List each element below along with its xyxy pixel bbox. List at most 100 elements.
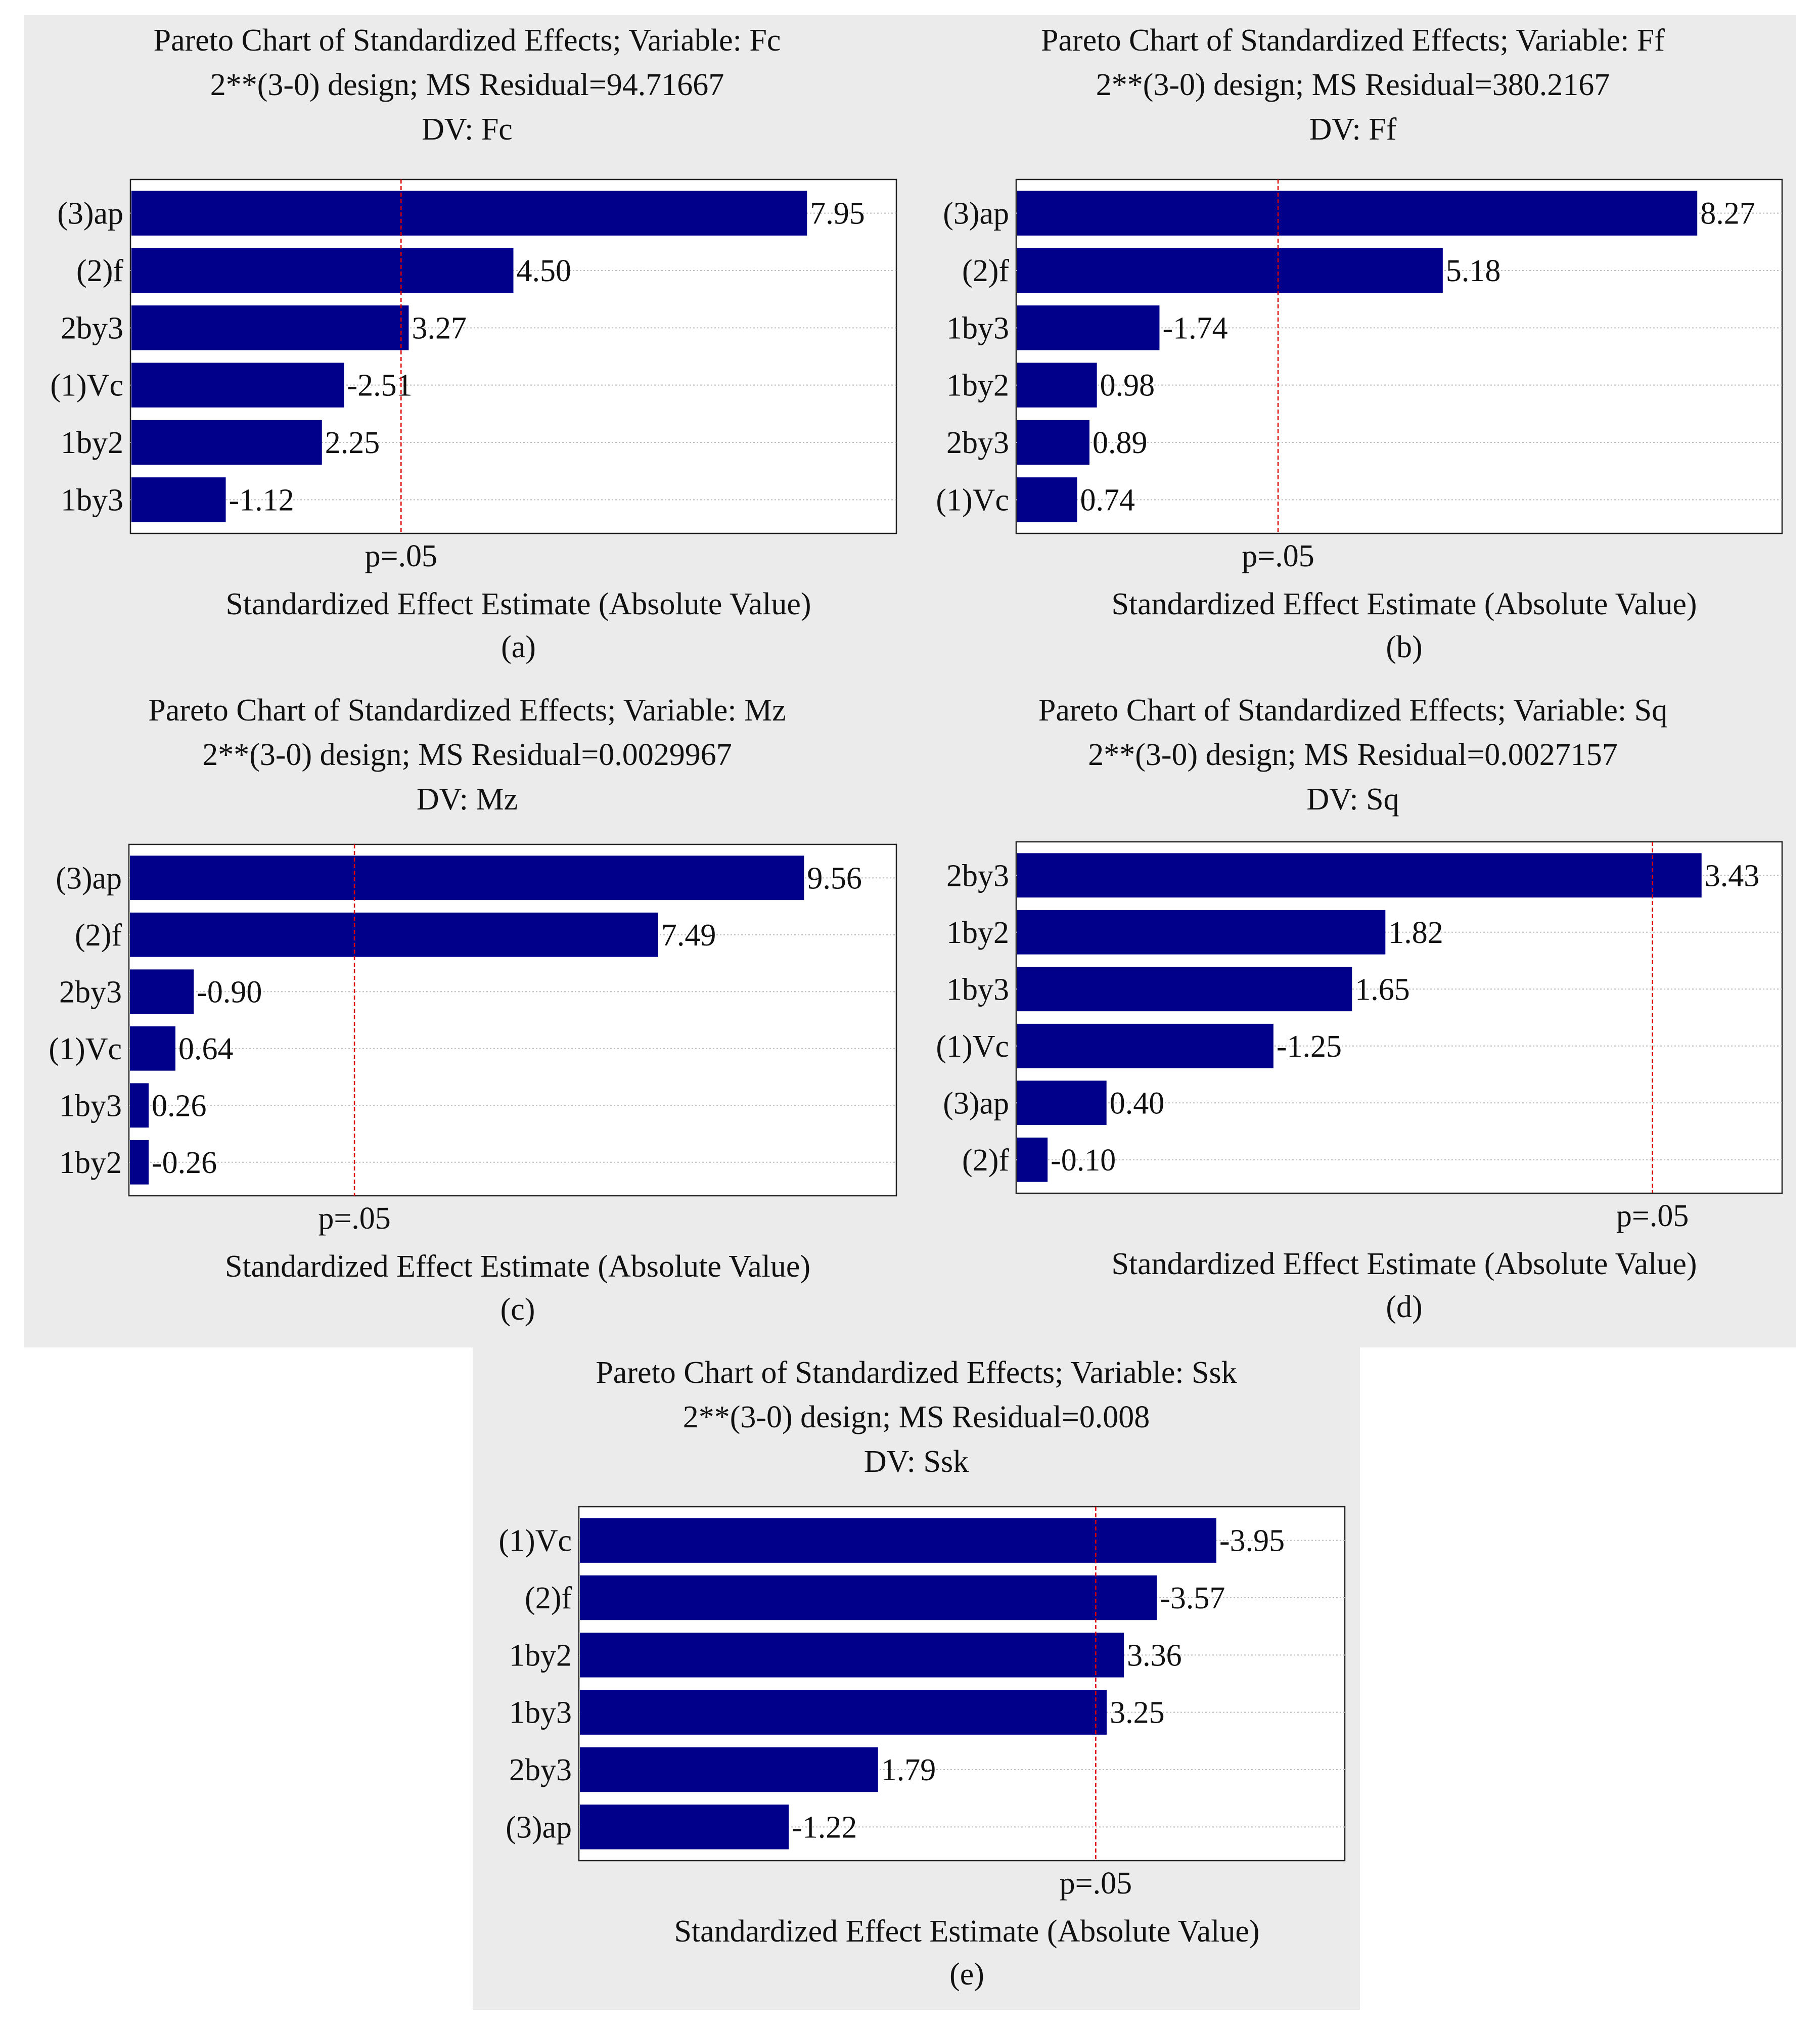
category-label: (1)Vc (49, 1032, 122, 1066)
bar (131, 191, 807, 236)
panel-caption: (e) (949, 1957, 984, 1992)
value-label: -0.90 (197, 975, 262, 1009)
panel-caption: (a) (501, 630, 536, 664)
value-label: 0.40 (1110, 1086, 1165, 1120)
value-label: 7.95 (810, 197, 865, 231)
x-axis-label: Standardized Effect Estimate (Absolute V… (674, 1914, 1259, 1949)
category-label: 1by2 (946, 916, 1009, 950)
panel-caption: (b) (1386, 630, 1422, 664)
bar (130, 1026, 175, 1071)
category-label: (3)ap (943, 197, 1009, 231)
value-label: -1.74 (1162, 311, 1227, 345)
chart-subtitle: 2**(3-0) design; MS Residual=0.008 (683, 1400, 1150, 1434)
category-label: (1)Vc (936, 483, 1009, 517)
value-label: -1.12 (229, 483, 294, 517)
bar (580, 1518, 1216, 1563)
bar (580, 1805, 789, 1850)
bar (130, 912, 658, 957)
chart-panel-c: Pareto Chart of Standardized Effects; Va… (24, 675, 910, 1347)
bar (1017, 910, 1386, 955)
bar (580, 1575, 1157, 1620)
bar (580, 1690, 1107, 1735)
value-label: 0.89 (1093, 426, 1148, 460)
chart-title: Pareto Chart of Standardized Effects; Va… (154, 23, 781, 58)
x-axis-label: Standardized Effect Estimate (Absolute V… (1111, 1247, 1697, 1281)
chart-svg: Pareto Chart of Standardized Effects; Va… (936, 23, 1783, 664)
chart-panel-b: Pareto Chart of Standardized Effects; Va… (910, 15, 1796, 675)
bar (130, 855, 804, 900)
category-label: 1by3 (946, 311, 1009, 345)
chart-svg: Pareto Chart of Standardized Effects; Va… (498, 1356, 1346, 1992)
value-label: -2.51 (347, 369, 413, 403)
bar (580, 1633, 1124, 1678)
value-label: 3.36 (1127, 1638, 1182, 1673)
category-label: 2by3 (946, 859, 1009, 893)
value-label: 3.25 (1110, 1696, 1165, 1730)
plot-area (128, 843, 897, 1197)
bar (1017, 1023, 1273, 1068)
bar (131, 363, 344, 408)
category-label: 1by3 (61, 483, 123, 517)
value-label: 0.64 (178, 1032, 234, 1066)
bar (130, 1140, 149, 1185)
bar (1017, 363, 1097, 408)
bar (1017, 477, 1077, 522)
value-label: 1.82 (1388, 916, 1443, 950)
plot-area (1015, 178, 1783, 534)
chart-svg: Pareto Chart of Standardized Effects; Va… (936, 693, 1783, 1324)
chart-svg: Pareto Chart of Standardized Effects; Va… (49, 693, 897, 1327)
chart-subtitle: 2**(3-0) design; MS Residual=94.71667 (210, 68, 724, 102)
chart-dv-label: DV: Ssk (864, 1445, 969, 1479)
value-label: 0.98 (1100, 369, 1155, 403)
bar (130, 969, 194, 1014)
category-label: 1by2 (509, 1638, 572, 1673)
category-label: (1)Vc (936, 1029, 1009, 1064)
category-label: (2)f (525, 1581, 572, 1615)
value-label: 5.18 (1446, 254, 1501, 288)
x-axis-label: Standardized Effect Estimate (Absolute V… (225, 1249, 810, 1284)
chart-dv-label: DV: Mz (417, 782, 518, 817)
category-label: (2)f (962, 1143, 1009, 1178)
category-label: 1by2 (59, 1146, 122, 1180)
x-axis-label: Standardized Effect Estimate (Absolute V… (1111, 587, 1697, 621)
bar (131, 248, 514, 293)
value-label: 0.74 (1080, 483, 1135, 517)
value-label: -1.25 (1277, 1029, 1342, 1064)
category-label: (1)Vc (50, 369, 123, 403)
p-value-label: p=.05 (1060, 1866, 1132, 1901)
category-label: (1)Vc (498, 1524, 572, 1558)
bar (131, 477, 226, 522)
plot-area (129, 178, 897, 534)
chart-title: Pareto Chart of Standardized Effects; Va… (1038, 693, 1667, 728)
category-label: 2by3 (946, 426, 1009, 460)
chart-subtitle: 2**(3-0) design; MS Residual=0.0029967 (202, 738, 732, 772)
value-label: 0.26 (152, 1089, 207, 1123)
bar (1017, 853, 1702, 898)
x-axis-label: Standardized Effect Estimate (Absolute V… (225, 587, 811, 621)
category-label: 1by3 (59, 1089, 122, 1123)
value-label: -0.10 (1051, 1143, 1116, 1178)
value-label: 9.56 (807, 861, 862, 895)
bar (1017, 967, 1352, 1012)
category-label: (3)ap (943, 1086, 1009, 1120)
value-label: -3.95 (1219, 1524, 1285, 1558)
value-label: -0.26 (152, 1146, 217, 1180)
category-label: 1by3 (946, 972, 1009, 1007)
value-label: 8.27 (1700, 197, 1755, 231)
value-label: 3.43 (1705, 859, 1760, 893)
category-label: 2by3 (61, 311, 123, 345)
chart-subtitle: 2**(3-0) design; MS Residual=0.0027157 (1088, 738, 1618, 772)
chart-svg: Pareto Chart of Standardized Effects; Va… (50, 23, 897, 664)
chart-title: Pareto Chart of Standardized Effects; Va… (1041, 23, 1665, 58)
category-label: (2)f (962, 254, 1009, 288)
bar (131, 420, 322, 465)
value-label: 1.65 (1355, 972, 1410, 1007)
category-label: (2)f (76, 254, 123, 288)
panel-caption: (d) (1386, 1290, 1422, 1324)
chart-dv-label: DV: Ff (1309, 112, 1397, 147)
bar (1017, 1080, 1107, 1125)
value-label: 1.79 (881, 1753, 936, 1787)
bar (580, 1747, 878, 1792)
value-label: 4.50 (517, 254, 572, 288)
category-label: (3)ap (56, 861, 122, 895)
